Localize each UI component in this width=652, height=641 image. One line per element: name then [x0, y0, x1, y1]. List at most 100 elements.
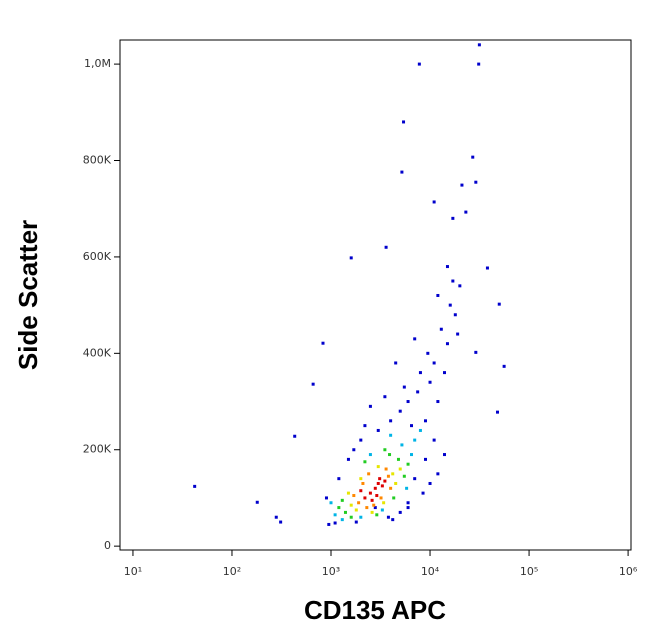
- point: [432, 361, 436, 365]
- point: [376, 481, 380, 485]
- point: [448, 303, 452, 307]
- point: [460, 183, 464, 187]
- point: [436, 293, 440, 297]
- point: [391, 472, 395, 476]
- point: [383, 479, 387, 483]
- point: [445, 265, 449, 269]
- point: [417, 62, 421, 66]
- point: [406, 462, 410, 466]
- point: [321, 341, 325, 345]
- point: [445, 342, 449, 346]
- point: [464, 210, 468, 214]
- point: [451, 216, 455, 220]
- point: [424, 419, 428, 423]
- point: [363, 424, 367, 428]
- point: [354, 508, 358, 512]
- point: [502, 364, 506, 368]
- point: [376, 428, 380, 432]
- point: [354, 520, 358, 524]
- point: [368, 453, 372, 457]
- point: [413, 477, 417, 481]
- point: [274, 515, 278, 519]
- point: [394, 481, 398, 485]
- point: [367, 472, 371, 476]
- point: [495, 410, 499, 414]
- point: [413, 337, 417, 341]
- point: [474, 180, 478, 184]
- point: [400, 443, 404, 447]
- point: [398, 467, 402, 471]
- point: [376, 465, 380, 469]
- point: [346, 457, 350, 461]
- point: [392, 496, 396, 500]
- point: [428, 481, 432, 485]
- x-axis-title: CD135 APC: [304, 595, 446, 625]
- point: [402, 385, 406, 389]
- point: [384, 467, 388, 471]
- point: [410, 424, 414, 428]
- point: [497, 302, 501, 306]
- point: [327, 522, 331, 526]
- point: [389, 486, 393, 490]
- x-tick-label: 10⁶: [619, 565, 638, 578]
- point: [451, 279, 455, 283]
- x-tick-label: 10⁴: [421, 565, 440, 578]
- point: [418, 428, 422, 432]
- point: [471, 155, 475, 159]
- point: [410, 453, 414, 457]
- point: [340, 498, 344, 502]
- point: [378, 477, 382, 481]
- x-tick-label: 10²: [223, 565, 241, 578]
- point: [293, 434, 297, 438]
- point: [396, 457, 400, 461]
- point: [333, 513, 337, 517]
- point: [375, 513, 379, 517]
- point: [406, 400, 410, 404]
- point: [193, 484, 197, 488]
- point: [413, 438, 417, 442]
- point: [357, 501, 361, 505]
- point: [359, 515, 363, 519]
- point: [485, 266, 489, 270]
- point: [311, 382, 315, 386]
- x-tick-label: 10⁵: [520, 565, 538, 578]
- point: [349, 503, 353, 507]
- point: [400, 170, 404, 174]
- point: [439, 327, 443, 331]
- point: [386, 515, 390, 519]
- point: [359, 477, 363, 481]
- point: [458, 284, 462, 288]
- y-tick-label: 0: [104, 539, 111, 552]
- point: [370, 510, 374, 514]
- y-tick-label: 400K: [83, 346, 112, 359]
- y-tick-label: 1,0M: [84, 57, 111, 70]
- point: [474, 350, 478, 354]
- point: [279, 520, 283, 524]
- point: [346, 491, 350, 495]
- point: [416, 390, 420, 394]
- point: [340, 518, 344, 522]
- point: [361, 481, 365, 485]
- point: [365, 506, 369, 510]
- point: [477, 43, 481, 47]
- point: [389, 433, 393, 437]
- point: [432, 438, 436, 442]
- point: [363, 496, 367, 500]
- point: [477, 62, 481, 66]
- point: [398, 510, 402, 514]
- point: [333, 521, 337, 525]
- point: [388, 453, 392, 457]
- point: [394, 361, 398, 365]
- point: [368, 491, 372, 495]
- point: [432, 200, 436, 204]
- point: [382, 501, 386, 505]
- x-tick-label: 10¹: [124, 565, 142, 578]
- point: [402, 474, 406, 478]
- point: [373, 486, 377, 490]
- point: [368, 404, 372, 408]
- point: [324, 496, 328, 500]
- point: [380, 484, 384, 488]
- y-tick-label: 200K: [83, 443, 112, 456]
- point: [443, 371, 447, 375]
